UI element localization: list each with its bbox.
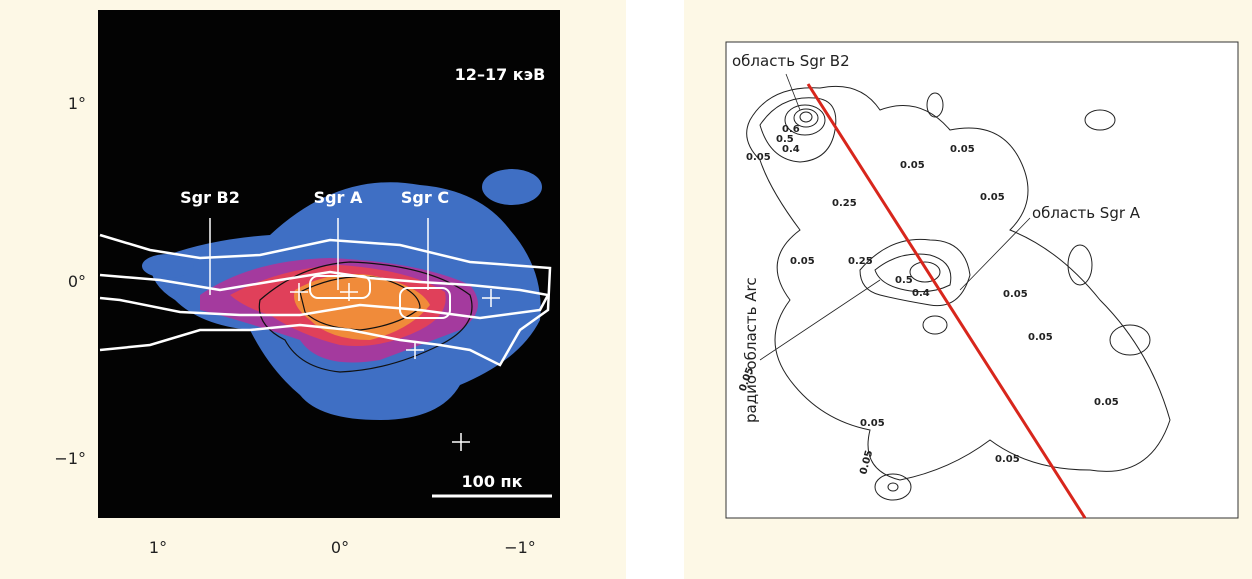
contour-label: 0.05 bbox=[950, 144, 975, 155]
blue-region bbox=[482, 169, 542, 205]
page: 12–17 кэВ Sgr B2 Sgr A Sgr C 100 пк 1° 0… bbox=[0, 0, 1252, 579]
contour-label: 0.05 bbox=[1003, 289, 1028, 300]
source-label: Sgr A bbox=[314, 188, 363, 207]
contour-label: 0.05 bbox=[860, 418, 885, 429]
contour-map bbox=[726, 42, 1238, 518]
contour-label: 0.05 bbox=[746, 152, 771, 163]
y-tick-label: −1° bbox=[54, 449, 86, 468]
region-label: радио-область Arc bbox=[742, 277, 760, 423]
figure: 12–17 кэВ Sgr B2 Sgr A Sgr C 100 пк 1° 0… bbox=[0, 0, 1252, 579]
blue-region bbox=[142, 254, 194, 278]
region-label: область Sgr A bbox=[1032, 204, 1141, 222]
contour-label: 0.05 bbox=[995, 454, 1020, 465]
region-label: область Sgr B2 bbox=[732, 52, 850, 70]
source-label: Sgr C bbox=[401, 188, 449, 207]
y-tick-label: 0° bbox=[68, 272, 86, 291]
x-tick-label: 1° bbox=[149, 538, 167, 557]
contour-label: 0.4 bbox=[912, 288, 930, 299]
energy-label: 12–17 кэВ bbox=[455, 65, 546, 84]
contour-label: 0.05 bbox=[1094, 397, 1119, 408]
contour-label: 0.05 bbox=[1028, 332, 1053, 343]
contour-label: 0.05 bbox=[980, 192, 1005, 203]
contour-label: 0.05 bbox=[790, 256, 815, 267]
contour-label: 0.25 bbox=[848, 256, 873, 267]
contour-label: 0.25 bbox=[832, 198, 857, 209]
contour-label: 0.4 bbox=[782, 144, 800, 155]
contour-label: 0.05 bbox=[900, 160, 925, 171]
x-tick-label: −1° bbox=[504, 538, 536, 557]
y-tick-label: 1° bbox=[68, 94, 86, 113]
x-tick-label: 0° bbox=[331, 538, 349, 557]
source-label: Sgr B2 bbox=[180, 188, 240, 207]
scale-bar-label: 100 пк bbox=[462, 472, 523, 491]
contour-label: 0.5 bbox=[895, 275, 913, 286]
